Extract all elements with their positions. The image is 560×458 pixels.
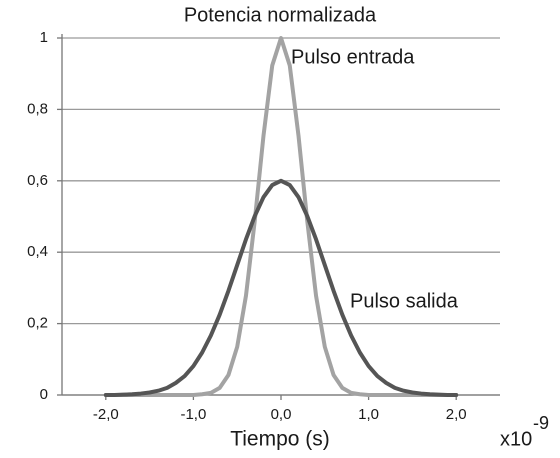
- x-tick-label: -1,0: [180, 406, 206, 423]
- y-tick-label: 0,4: [27, 243, 48, 260]
- y-tick-label: 0,6: [27, 172, 48, 189]
- plot-area: 0 0,2 0,4 0,6 0,8 1 -2,0 -1,0 0,0 1,0 2,0: [27, 29, 500, 423]
- x-tick-label: -2,0: [93, 406, 119, 423]
- series-line: [103, 36, 459, 397]
- x-axis-label: Tiempo (s): [230, 428, 330, 451]
- x-tick-label: 2,0: [446, 406, 467, 423]
- chart-title: Potencia normalizada: [184, 4, 377, 26]
- y-tick-label: 0,2: [27, 315, 48, 332]
- y-tick-label: 0,8: [27, 100, 48, 117]
- series-label: Pulso entrada: [291, 46, 415, 68]
- series-line: [103, 178, 459, 397]
- y-tick-label: 0: [40, 386, 48, 403]
- x-axis-exponent: -9: [533, 413, 549, 433]
- x-tick-label: 0,0: [271, 406, 292, 423]
- series-label: Pulso salida: [350, 290, 459, 312]
- x-axis-multiplier: x10: [500, 428, 532, 450]
- x-tick-label: 1,0: [358, 406, 379, 423]
- y-tick-label: 1: [40, 29, 48, 46]
